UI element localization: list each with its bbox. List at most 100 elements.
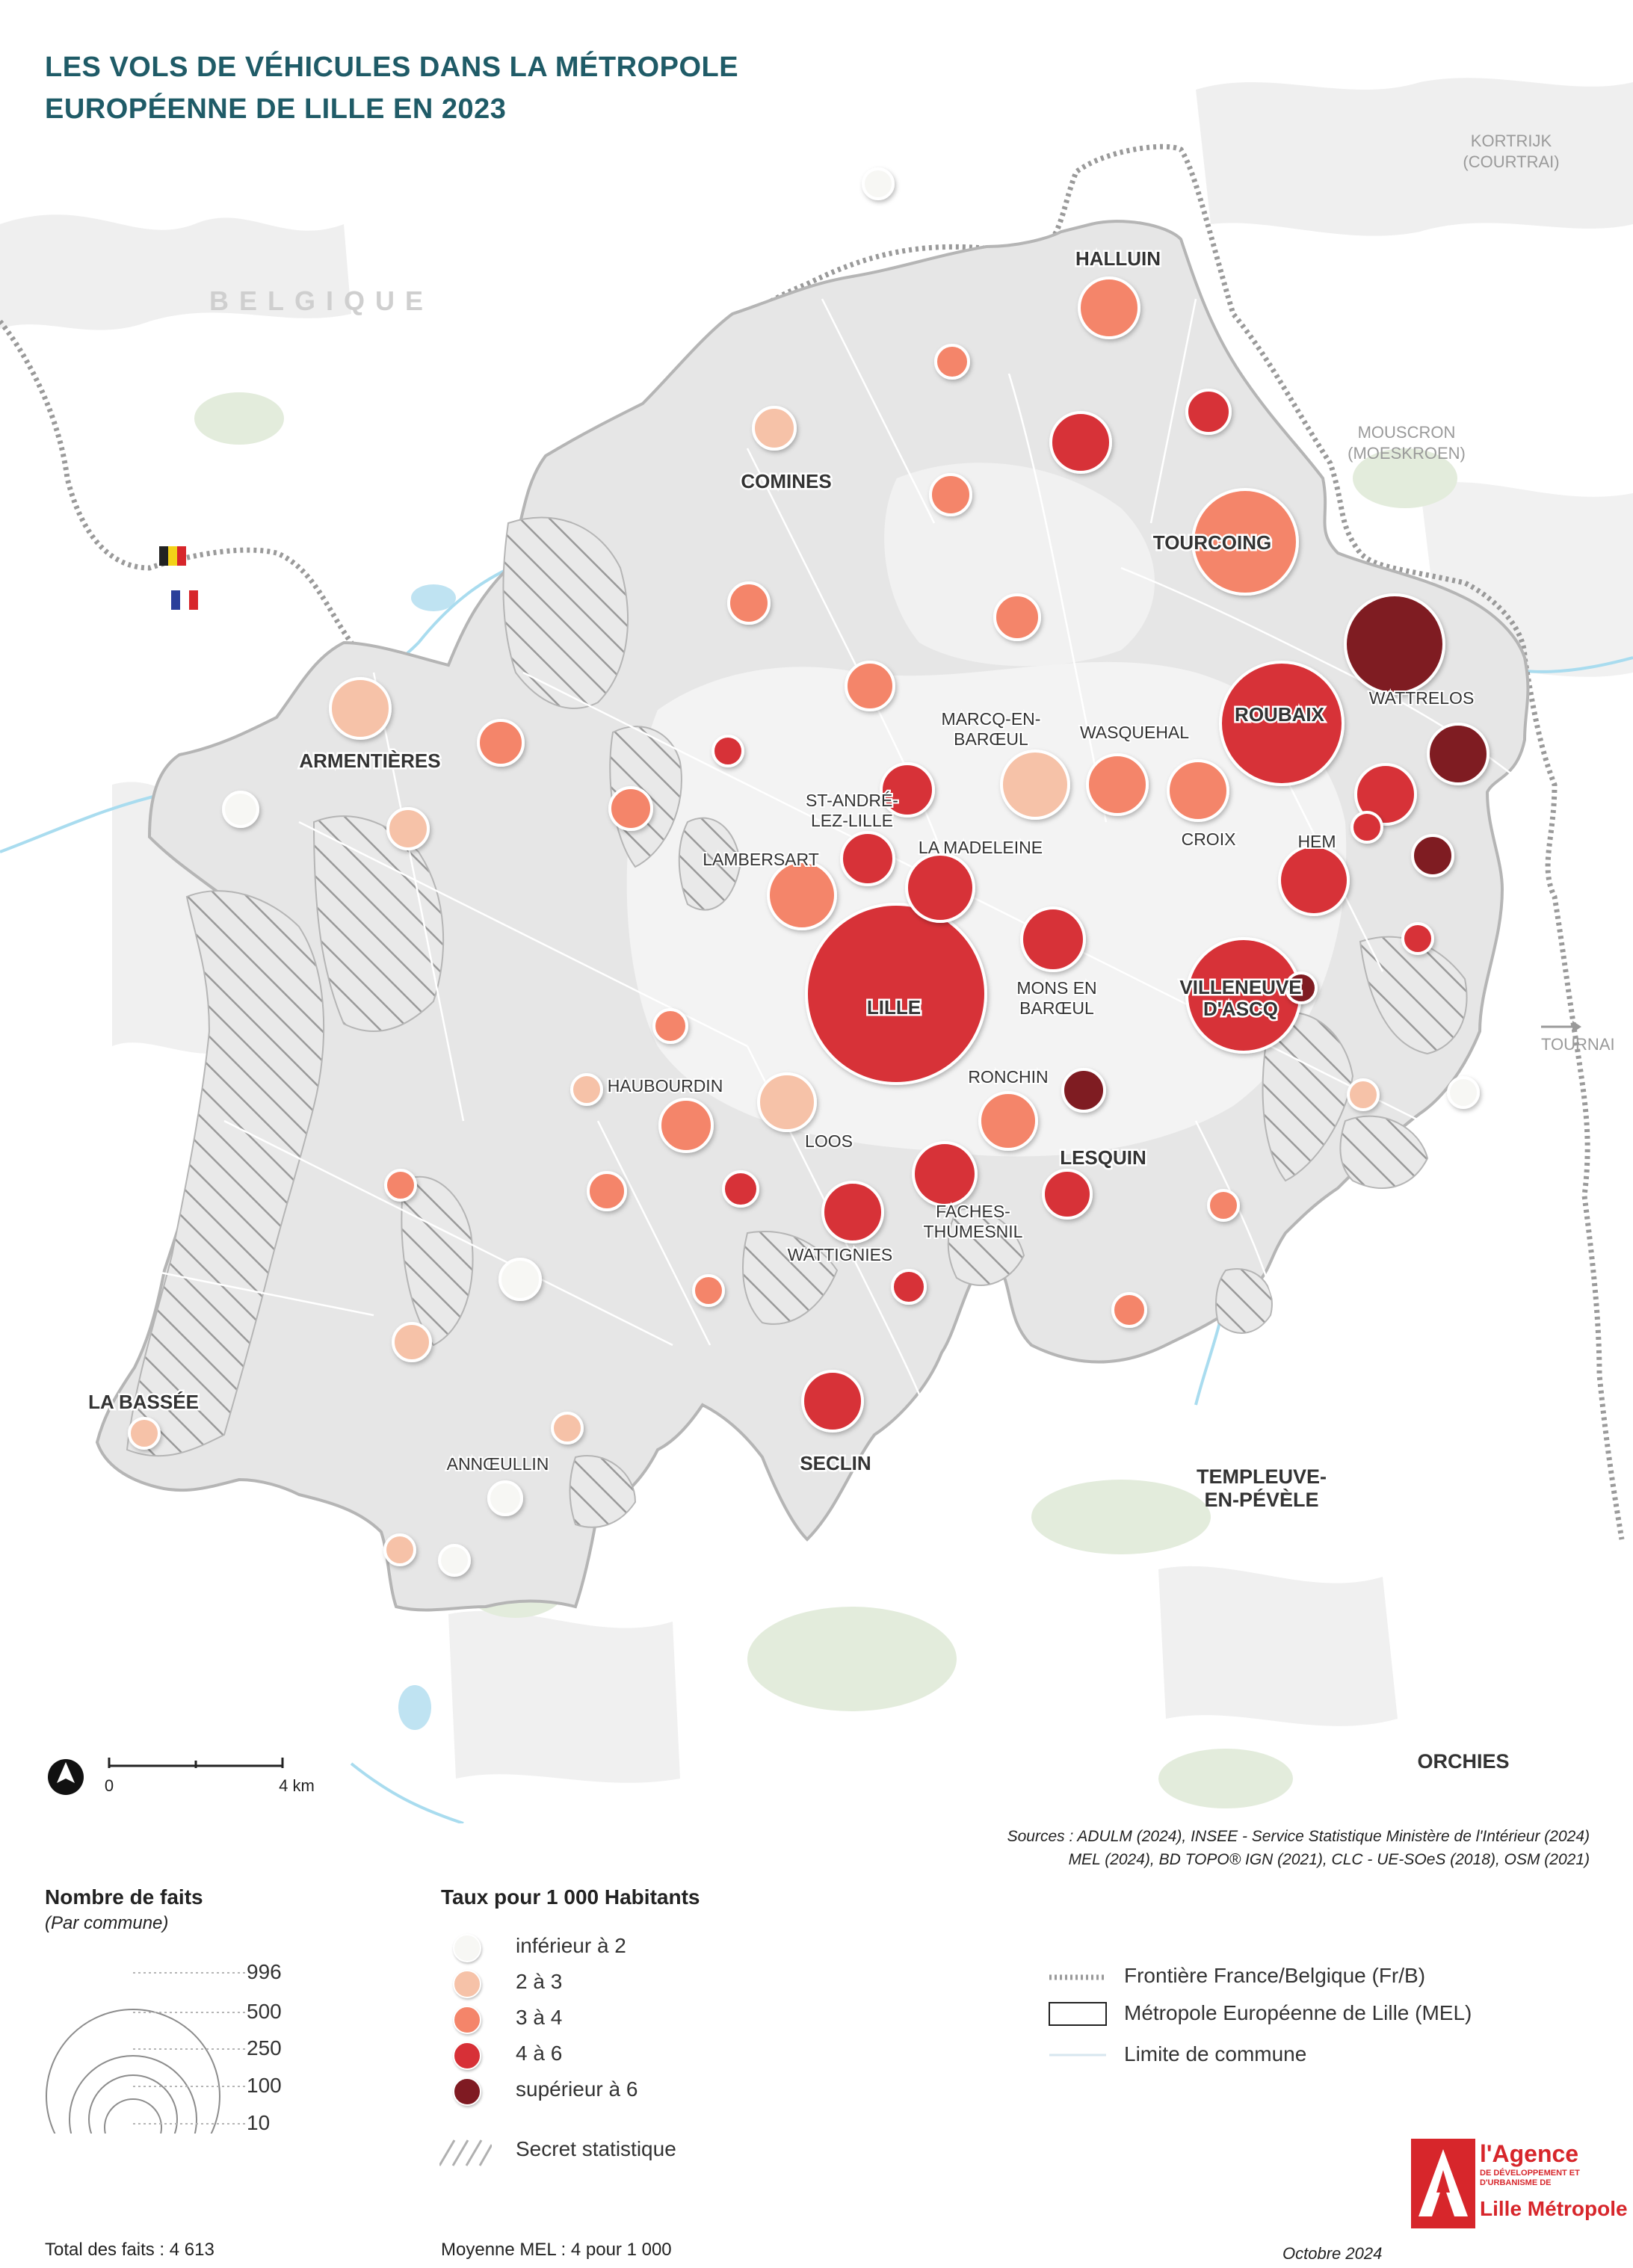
commune-circle xyxy=(880,762,935,818)
commune-circle xyxy=(1401,922,1434,955)
commune-circles xyxy=(128,167,1490,1577)
commune-circle xyxy=(1411,834,1454,877)
commune-circle xyxy=(905,853,975,923)
commune-circle xyxy=(752,406,797,451)
commune-circle xyxy=(1350,811,1383,844)
label-ronchin: RONCHIN xyxy=(968,1067,1048,1087)
agency-logo: l'Agence DE DÉVELOPPEMENT ET D'URBANISME… xyxy=(1411,2139,1628,2228)
commune-circle xyxy=(1427,723,1490,785)
commune-circle xyxy=(934,344,970,380)
commune-circle xyxy=(386,807,430,850)
commune-circle xyxy=(845,661,895,711)
label-la-bassee: LA BASSÉE xyxy=(88,1391,199,1413)
title-line-1: LES VOLS DE VÉHICULES DANS LA MÉTROPOLE xyxy=(45,52,739,83)
place-labels: BELGIQUE KORTRIJK (COURTRAI) MOUSCRON (MOE… xyxy=(87,132,1615,1773)
label-belgique: BELGIQUE xyxy=(209,285,433,316)
scale-start-label: 0 xyxy=(105,1776,114,1795)
commune-circle xyxy=(929,473,972,516)
legend-border-label: Frontière France/Belgique (Fr/B) xyxy=(1124,1964,1426,1987)
label-wasquehal: WASQUEHAL xyxy=(1080,723,1189,742)
commune-circle xyxy=(570,1073,603,1106)
map-canvas: BELGIQUE KORTRIJK (COURTRAI) MOUSCRON (MOE… xyxy=(0,78,1633,1823)
commune-circle xyxy=(477,719,525,767)
commune-circle xyxy=(1111,1292,1147,1328)
label-marcq: MARCQ-EN-BARŒUL xyxy=(942,709,1041,749)
commune-circle xyxy=(993,593,1041,641)
legend-size-circles xyxy=(46,1972,245,2133)
label-annoeullin: ANNŒULLIN xyxy=(447,1454,549,1474)
commune-circle xyxy=(128,1417,161,1450)
north-arrow-icon xyxy=(48,1759,84,1795)
legend-size-10: 10 xyxy=(247,2111,271,2134)
logo-line-1: l'Agence xyxy=(1480,2140,1579,2167)
commune-circle xyxy=(805,903,987,1085)
legend-rate-swatch xyxy=(453,1934,481,1962)
commune-circle xyxy=(1000,750,1070,820)
commune-circle xyxy=(711,735,744,767)
label-lesquin: LESQUIN xyxy=(1060,1146,1146,1169)
legend-rate-swatch xyxy=(453,2006,481,2034)
logo-line-3: Lille Métropole xyxy=(1480,2197,1628,2220)
legend-size-subtitle: (Par commune) xyxy=(45,1913,169,1933)
commune-circle xyxy=(1344,593,1445,695)
commune-circle xyxy=(658,1098,714,1153)
commune-circle xyxy=(498,1258,542,1301)
legend-size-250: 250 xyxy=(247,2036,282,2060)
commune-circle xyxy=(1447,1076,1480,1109)
label-tournai: TOURNAI xyxy=(1541,1035,1615,1054)
label-tourcoing: TOURCOING xyxy=(1153,531,1271,554)
commune-circle xyxy=(1191,488,1299,596)
label-mons: MONS EN BARŒUL xyxy=(1016,978,1096,1018)
sources-line-1: Sources : ADULM (2024), INSEE - Service … xyxy=(1007,1828,1590,1845)
commune-circle xyxy=(652,1008,688,1044)
commune-circle xyxy=(608,786,653,831)
commune-circle xyxy=(1086,753,1149,816)
legend-size-title: Nombre de faits xyxy=(45,1885,203,1909)
legend-rate-swatch xyxy=(453,2042,481,2070)
commune-circle xyxy=(767,860,837,930)
label-mouscron: MOUSCRON (MOESKROEN) xyxy=(1348,423,1466,463)
commune-circle xyxy=(329,677,392,740)
commune-circle xyxy=(222,791,259,828)
commune-circle xyxy=(862,167,895,200)
legend-rate-swatch xyxy=(453,1970,481,1998)
commune-circle xyxy=(1020,906,1086,972)
commune-circle xyxy=(551,1412,584,1444)
label-orchies: ORCHIES xyxy=(1417,1750,1509,1773)
legend-commune-label: Limite de commune xyxy=(1124,2042,1307,2065)
commune-circle xyxy=(384,1169,417,1202)
legend-line-symbols xyxy=(1049,1974,1107,2057)
legend-mel-label: Métropole Européenne de Lille (MEL) xyxy=(1124,2001,1472,2024)
label-templeuve: TEMPLEUVE-EN-PÉVÈLE xyxy=(1197,1465,1327,1511)
commune-circle xyxy=(1278,844,1350,916)
commune-circle xyxy=(801,1370,864,1433)
legend-rate-label: supérieur à 6 xyxy=(516,2077,638,2101)
legend-secret-swatch xyxy=(439,2139,492,2166)
label-kortrijk: KORTRIJK (COURTRAI) xyxy=(1463,132,1559,171)
commune-circle xyxy=(587,1171,627,1211)
legend-total: Total des faits : 4 613 xyxy=(45,2240,214,2260)
sources-note: Sources : ADULM (2024), INSEE - Service … xyxy=(1007,1825,1590,1871)
legend-secret-label: Secret statistique xyxy=(516,2137,676,2160)
legend-rate-label: 4 à 6 xyxy=(516,2042,563,2065)
commune-circle xyxy=(912,1141,978,1207)
commune-circle xyxy=(1347,1078,1380,1111)
legend-mean: Moyenne MEL : 4 pour 1 000 xyxy=(441,2240,672,2260)
commune-circle xyxy=(727,581,771,625)
legend-size-100: 100 xyxy=(247,2074,282,2097)
label-st-andre: ST-ANDRÉ-LEZ-LILLE xyxy=(806,791,898,830)
legend-rate-label: inférieur à 2 xyxy=(516,1934,626,1957)
label-wattrelos: WATTRELOS xyxy=(1369,688,1475,708)
commune-circle xyxy=(487,1480,523,1516)
commune-circle xyxy=(757,1072,817,1132)
label-loos: LOOS xyxy=(805,1131,853,1151)
commune-circle xyxy=(1167,759,1229,822)
logo-line-2: DE DÉVELOPPEMENT ET D'URBANISME DE xyxy=(1480,2169,1580,2187)
commune-circle xyxy=(438,1544,471,1577)
agency-logo-mark xyxy=(1411,2139,1475,2228)
commune-circle xyxy=(1285,971,1318,1004)
scale-bar: 0 4 km xyxy=(105,1758,315,1795)
label-lille: LILLE xyxy=(867,996,921,1019)
map-title: LES VOLS DE VÉHICULES DANS LA MÉTROPOLE … xyxy=(45,46,867,130)
commune-circle xyxy=(383,1533,416,1566)
